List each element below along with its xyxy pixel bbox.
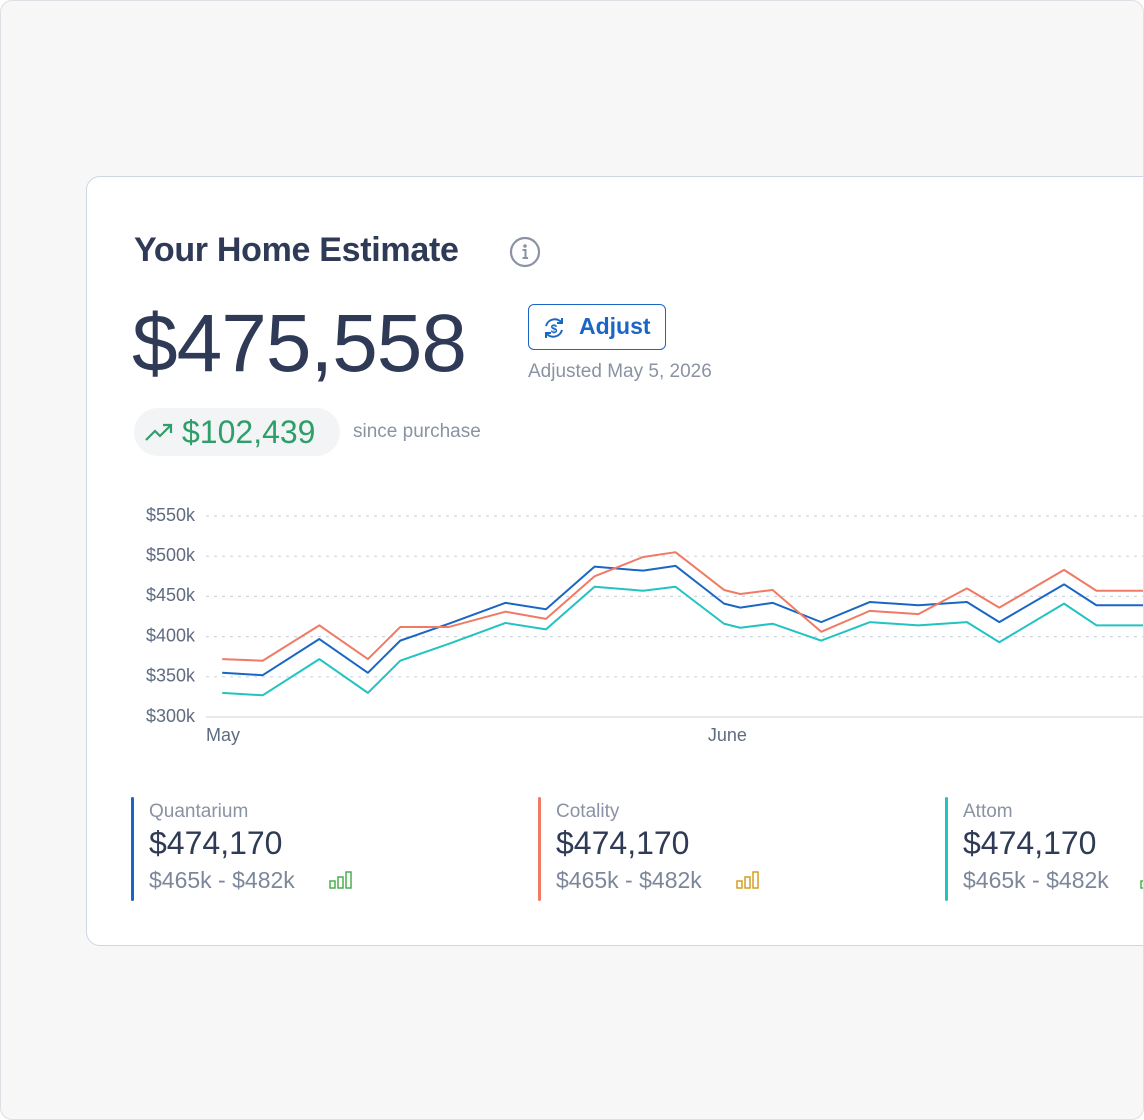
- info-icon[interactable]: [509, 236, 541, 268]
- x-tick-label: May: [206, 725, 240, 745]
- y-tick-label: $350k: [146, 666, 196, 686]
- provider-bar: [945, 797, 948, 901]
- provider-name: Quantarium: [149, 801, 249, 822]
- x-tick-label: June: [708, 725, 747, 745]
- y-tick-label: $450k: [146, 585, 196, 605]
- provider-card: Cotality $474,170 $465k - $482k: [538, 797, 918, 901]
- change-value: $102,439: [182, 414, 316, 450]
- adjust-button[interactable]: $ Adjust: [528, 304, 666, 350]
- provider-range: $465k - $482k: [149, 867, 295, 893]
- y-tick-label: $550k: [146, 505, 196, 525]
- provider-bar: [131, 797, 134, 901]
- estimate-value: $475,558: [132, 298, 467, 389]
- adjusted-date: Adjusted May 5, 2026: [528, 361, 712, 382]
- y-tick-label: $500k: [146, 545, 196, 565]
- provider-card: Quantarium $474,170 $465k - $482k: [131, 797, 511, 901]
- change-caption: since purchase: [353, 421, 481, 442]
- svg-text:$: $: [551, 322, 558, 336]
- y-tick-label: $400k: [146, 625, 196, 645]
- adjust-label: Adjust: [579, 313, 651, 339]
- provider-value: $474,170: [556, 825, 690, 861]
- signal-icon: [329, 871, 352, 889]
- provider-value: $474,170: [963, 825, 1097, 861]
- change-pill: $102,439: [134, 408, 340, 456]
- signal-icon: [1140, 880, 1143, 889]
- provider-name: Attom: [963, 801, 1013, 822]
- provider-range: $465k - $482k: [556, 867, 702, 893]
- trend-icon: [145, 423, 173, 441]
- provider-card: Attom $474,170 $465k - $482k: [945, 797, 1143, 901]
- series-line: [222, 585, 1143, 697]
- chart: $300k $350k $400k $450k $500k $550k May June: [146, 505, 1143, 745]
- series-line: [222, 551, 1143, 662]
- signal-icon: [736, 871, 759, 889]
- adjust-icon: $: [545, 318, 563, 338]
- provider-name: Cotality: [556, 801, 620, 822]
- card-title: Your Home Estimate: [134, 231, 459, 269]
- provider-bar: [538, 797, 541, 901]
- provider-value: $474,170: [149, 825, 283, 861]
- y-tick-label: $300k: [146, 706, 196, 726]
- series-line: [222, 564, 1143, 677]
- provider-range: $465k - $482k: [963, 867, 1109, 893]
